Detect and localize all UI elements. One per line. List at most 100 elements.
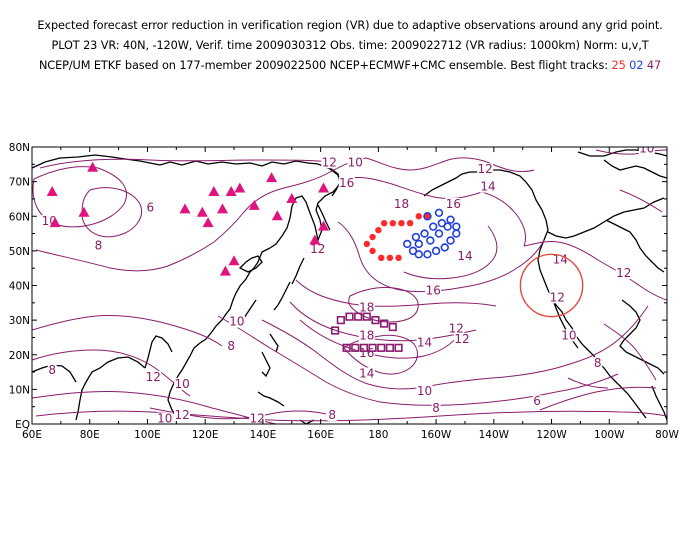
contour-label-bg <box>552 253 569 266</box>
track-point <box>415 213 422 220</box>
contour-label: 12 <box>322 155 337 169</box>
track-point <box>330 326 340 335</box>
station-marker <box>208 186 220 197</box>
contour-label-bg <box>226 339 236 352</box>
contour-label-bg <box>174 377 191 390</box>
contour-label: 14 <box>457 249 472 263</box>
track-point <box>443 222 452 231</box>
contour-label: 10 <box>417 384 432 398</box>
contour-label: 12 <box>616 266 631 280</box>
contour-label: 12 <box>454 332 469 346</box>
station-marker <box>179 203 191 214</box>
station-marker <box>271 210 283 221</box>
station-marker <box>234 182 246 193</box>
contour-label: 8 <box>227 339 235 353</box>
lat-label: 60N <box>9 211 30 223</box>
contour-label-bg <box>477 163 494 176</box>
lon-label: 100E <box>134 429 161 441</box>
contour-label-bg <box>358 301 375 314</box>
station-marker <box>46 186 58 197</box>
lon-label: 140E <box>250 429 277 441</box>
track-point <box>345 312 354 321</box>
track-point <box>426 236 435 245</box>
contour-label-bg <box>425 284 442 297</box>
lat-label: 70N <box>9 177 30 189</box>
station-marker <box>87 161 99 172</box>
track-point <box>336 316 345 325</box>
track-point <box>369 247 376 255</box>
track-point <box>423 250 432 259</box>
station-marker <box>217 203 228 214</box>
contour-label: 8 <box>48 363 56 377</box>
lat-label: 50N <box>9 246 30 258</box>
contour-label: 14 <box>480 180 495 194</box>
contour-label-bg <box>454 332 471 345</box>
coastlines <box>32 149 667 424</box>
station-marker <box>318 220 330 231</box>
track-point <box>424 213 431 220</box>
contour-label: 10 <box>229 315 244 329</box>
track-point <box>420 229 429 238</box>
lon-label: 140W <box>479 429 510 441</box>
track-point <box>434 229 444 238</box>
station-marker <box>228 255 240 266</box>
track-point <box>429 222 438 231</box>
lat-label: 30N <box>9 315 30 327</box>
contour-label: 8 <box>594 356 602 370</box>
contour-label: 12 <box>478 162 493 176</box>
track-point <box>394 343 403 352</box>
track-point <box>385 343 395 352</box>
contour-label-bg <box>347 156 364 169</box>
track-point <box>377 343 386 352</box>
track-point <box>398 219 405 227</box>
contour-label: 12 <box>449 322 464 336</box>
title-line-3-text: NCEP/UM ETKF based on 177-member 2009022… <box>38 59 608 72</box>
contour-label-bg <box>416 384 433 397</box>
contour-label-bg <box>156 412 173 424</box>
lon-label: 100W <box>594 429 625 441</box>
lat-label: EQ <box>15 419 30 431</box>
lon-label: 120E <box>192 429 219 441</box>
lon-label: 80E <box>80 429 100 441</box>
contour-label: 10 <box>639 141 654 155</box>
contour-lines <box>32 149 667 424</box>
contour-label: 8 <box>328 408 336 422</box>
station-marker <box>318 182 330 193</box>
lat-label: 80N <box>9 142 30 154</box>
contour-label-bg <box>593 357 603 370</box>
contour-label-bg <box>309 242 326 255</box>
contour-label-bg <box>549 291 566 304</box>
station-marker <box>78 206 90 217</box>
contour-label-bg <box>532 395 542 408</box>
contour-label-bg <box>145 370 162 383</box>
lat-label: 40N <box>9 281 30 293</box>
track-point <box>362 312 371 321</box>
lon-label: 180 <box>368 429 388 441</box>
track-id-maroon: 47 <box>646 59 662 72</box>
track-point <box>342 343 351 352</box>
contour-label-bg <box>93 239 103 252</box>
contour-label-bg <box>431 402 441 415</box>
contour-label: 18 <box>359 301 374 315</box>
lon-label: 60E <box>22 429 42 441</box>
contour-label: 12 <box>146 370 161 384</box>
station-marker <box>225 186 237 197</box>
contour-label: 8 <box>432 401 440 415</box>
track-point <box>380 319 389 328</box>
contour-label: 14 <box>553 252 568 266</box>
contour-label-bg <box>327 409 337 422</box>
contour-label: 16 <box>446 197 461 211</box>
contour-label: 18 <box>394 197 409 211</box>
contour-label: 12 <box>249 412 264 426</box>
contour-label-bg <box>456 249 473 262</box>
track-point <box>423 212 432 221</box>
contour-label: 10 <box>174 377 189 391</box>
track-point <box>380 219 388 227</box>
contour-label: 18 <box>359 328 374 342</box>
latitude-labels: EQ 10N 20N 30N 40N 50N 60N 70N 80N <box>9 142 30 431</box>
lon-label: 80W <box>655 429 679 441</box>
contour-label: 12 <box>550 290 565 304</box>
station-marker <box>196 206 208 217</box>
title-line-2: PLOT 23 VR: 40N, -120W, Verif. time 2009… <box>51 39 649 52</box>
contour-label: 10 <box>561 328 576 342</box>
